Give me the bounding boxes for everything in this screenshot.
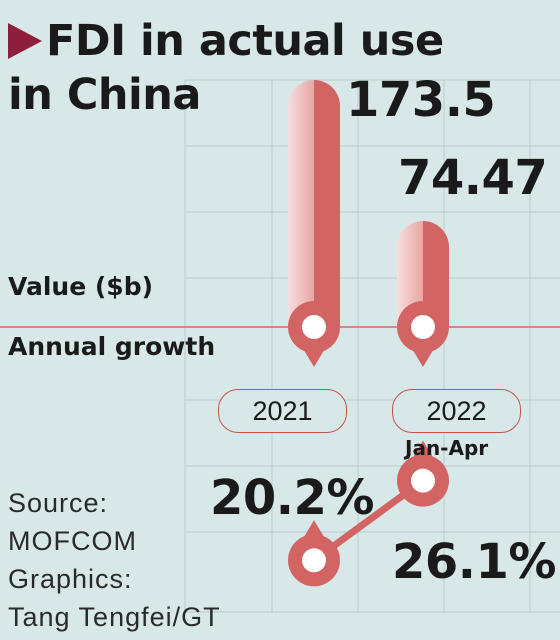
grid xyxy=(184,79,560,613)
title-line-1: FDI in actual use xyxy=(46,16,444,66)
growth-value-label-2022: 26.1% xyxy=(392,534,557,590)
source-line-4: Tang Tengfei/GT xyxy=(8,602,221,632)
growth-axis-label: Annual growth xyxy=(8,332,216,361)
value-bar-2021 xyxy=(288,80,340,327)
source-credit: Source: MOFCOM Graphics: Tang Tengfei/GT xyxy=(8,484,221,636)
source-line-2: MOFCOM xyxy=(8,526,137,556)
bar-base-dot-2021 xyxy=(302,315,326,339)
bar-base-dot-2022 xyxy=(411,315,435,339)
bar-pointer-2021 xyxy=(302,347,326,367)
value-axis-label: Value ($b) xyxy=(8,272,154,301)
year-label-2022: 2022 xyxy=(392,389,521,433)
title-marker-icon xyxy=(8,23,42,59)
period-sublabel: Jan-Apr xyxy=(405,436,489,460)
value-bar-2022 xyxy=(397,220,449,327)
bar-value-label-2021: 173.5 xyxy=(346,72,496,128)
growth-line xyxy=(288,440,449,587)
chart-title: FDI in actual use in China xyxy=(8,14,444,122)
bar-pointer-2022 xyxy=(411,347,435,367)
source-line-3: Graphics: xyxy=(8,564,133,594)
value-bars xyxy=(288,80,449,367)
growth-value-label-2021: 20.2% xyxy=(210,470,375,526)
growth-point-dot-2021 xyxy=(302,548,326,573)
bar-value-label-2022: 74.47 xyxy=(398,150,548,206)
growth-point-dot-2022 xyxy=(411,468,435,493)
source-line-1: Source: xyxy=(8,488,109,518)
year-label-2021: 2021 xyxy=(218,389,347,433)
title-line-2: in China xyxy=(8,70,201,120)
